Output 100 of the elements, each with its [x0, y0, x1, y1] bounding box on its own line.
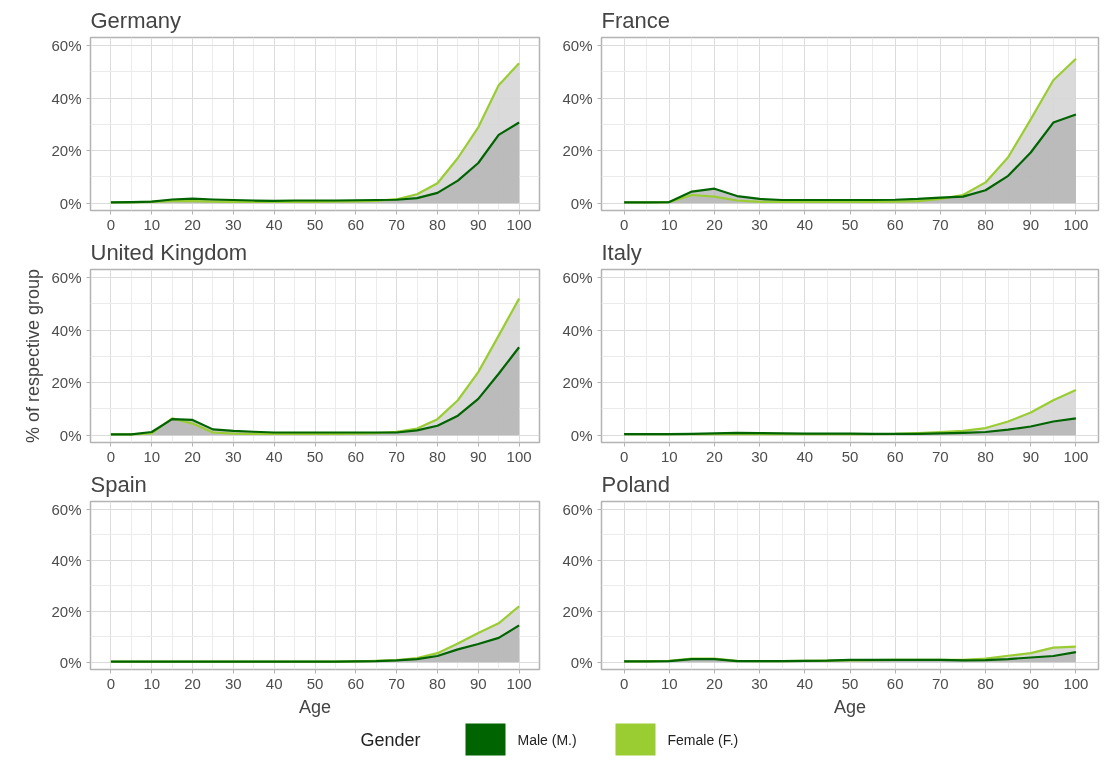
y-axis-title: % of respective group — [23, 268, 44, 444]
x-tick-label: 30 — [225, 215, 242, 233]
x-tick-label: 50 — [306, 674, 324, 692]
y-tick-label: 20% — [562, 142, 593, 160]
y-tick-label: 60% — [562, 37, 593, 55]
x-tick-label: 50 — [306, 215, 324, 233]
x-tick-label: 40 — [265, 674, 283, 692]
x-tick-label: 20 — [706, 447, 723, 465]
x-tick-label: 10 — [143, 674, 161, 692]
y-tick-label: 0% — [59, 653, 82, 671]
x-tick-label: 10 — [143, 215, 161, 233]
x-tick-label: 70 — [932, 447, 949, 465]
x-tick-label: 30 — [225, 674, 242, 692]
y-tick-label: 0% — [570, 653, 593, 671]
x-tick-label: 50 — [841, 447, 859, 465]
x-tick-label: 60 — [886, 447, 904, 465]
x-tick-label: 50 — [841, 674, 859, 692]
x-tick-label: 10 — [143, 447, 161, 465]
y-tick-label: 0% — [570, 426, 593, 444]
x-tick-label: 30 — [751, 674, 768, 692]
y-tick-label: 40% — [562, 551, 593, 569]
x-tick-label: 80 — [429, 215, 446, 233]
chart-title: Spain — [90, 471, 147, 497]
x-tick-label: 80 — [977, 447, 994, 465]
x-tick-label: 40 — [796, 674, 814, 692]
legend-label: Male (M.) — [517, 731, 577, 748]
legend-title: Gender — [360, 729, 421, 750]
x-tick-label: 100 — [506, 215, 532, 233]
x-tick-label: 30 — [751, 447, 768, 465]
y-tick-label: 20% — [51, 602, 82, 620]
y-tick-label: 0% — [570, 194, 593, 212]
y-tick-label: 40% — [51, 551, 82, 569]
chart-title: Poland — [601, 471, 671, 497]
y-tick-label: 60% — [51, 500, 82, 518]
y-tick-label: 40% — [51, 89, 82, 107]
x-tick-label: 20 — [184, 674, 201, 692]
x-tick-label: 80 — [977, 674, 994, 692]
x-tick-label: 80 — [977, 215, 994, 233]
x-tick-label: 70 — [388, 215, 405, 233]
x-tick-label: 50 — [306, 447, 324, 465]
y-tick-label: 20% — [51, 374, 82, 392]
y-tick-label: 0% — [59, 194, 82, 212]
x-tick-label: 10 — [660, 215, 678, 233]
x-tick-label: 10 — [660, 447, 678, 465]
x-tick-label: 80 — [429, 674, 446, 692]
x-tick-label: 70 — [388, 674, 405, 692]
x-tick-label: 50 — [841, 215, 859, 233]
chart-title: United Kingdom — [90, 239, 248, 265]
x-tick-label: 20 — [184, 215, 201, 233]
x-tick-label: 60 — [347, 215, 365, 233]
x-tick-label: 0 — [619, 215, 629, 233]
x-tick-label: 20 — [184, 447, 201, 465]
legend-label: Female (F.) — [667, 731, 739, 748]
x-axis-title: Age — [833, 696, 867, 717]
y-tick-label: 40% — [562, 89, 593, 107]
x-tick-label: 100 — [1063, 447, 1089, 465]
x-tick-label: 30 — [751, 215, 768, 233]
x-tick-label: 100 — [506, 447, 532, 465]
x-tick-label: 100 — [1063, 674, 1089, 692]
y-tick-label: 20% — [562, 374, 593, 392]
chart-title: Italy — [601, 239, 642, 265]
x-tick-label: 40 — [265, 215, 283, 233]
x-tick-label: 40 — [796, 447, 814, 465]
chart-title: Germany — [90, 7, 181, 33]
y-tick-label: 20% — [562, 602, 593, 620]
x-tick-label: 40 — [796, 215, 814, 233]
x-tick-label: 100 — [506, 674, 532, 692]
y-tick-label: 60% — [562, 269, 593, 287]
y-tick-label: 60% — [51, 269, 82, 287]
x-tick-label: 40 — [265, 447, 283, 465]
x-tick-label: 0 — [106, 447, 116, 465]
x-tick-label: 60 — [347, 674, 365, 692]
x-tick-label: 70 — [932, 215, 949, 233]
x-tick-label: 100 — [1063, 215, 1089, 233]
y-tick-label: 20% — [51, 142, 82, 160]
y-tick-label: 60% — [51, 37, 82, 55]
y-tick-label: 40% — [51, 321, 82, 339]
x-tick-label: 70 — [932, 674, 949, 692]
y-tick-label: 40% — [562, 321, 593, 339]
x-tick-label: 90 — [469, 447, 487, 465]
x-tick-label: 90 — [1022, 215, 1040, 233]
x-tick-label: 0 — [106, 215, 116, 233]
x-tick-label: 0 — [106, 674, 116, 692]
x-tick-label: 0 — [619, 447, 629, 465]
x-tick-label: 90 — [469, 215, 487, 233]
x-tick-label: 80 — [429, 447, 446, 465]
x-tick-label: 20 — [706, 674, 723, 692]
x-tick-label: 60 — [886, 674, 904, 692]
x-tick-label: 90 — [1022, 447, 1040, 465]
y-tick-label: 60% — [562, 500, 593, 518]
x-tick-label: 20 — [706, 215, 723, 233]
x-tick-label: 70 — [388, 447, 405, 465]
x-tick-label: 30 — [225, 447, 242, 465]
x-tick-label: 60 — [886, 215, 904, 233]
x-tick-label: 90 — [1022, 674, 1040, 692]
chart-title: France — [601, 7, 670, 33]
x-tick-label: 60 — [347, 447, 365, 465]
y-tick-label: 0% — [59, 426, 82, 444]
x-tick-label: 10 — [660, 674, 678, 692]
x-tick-label: 90 — [469, 674, 487, 692]
